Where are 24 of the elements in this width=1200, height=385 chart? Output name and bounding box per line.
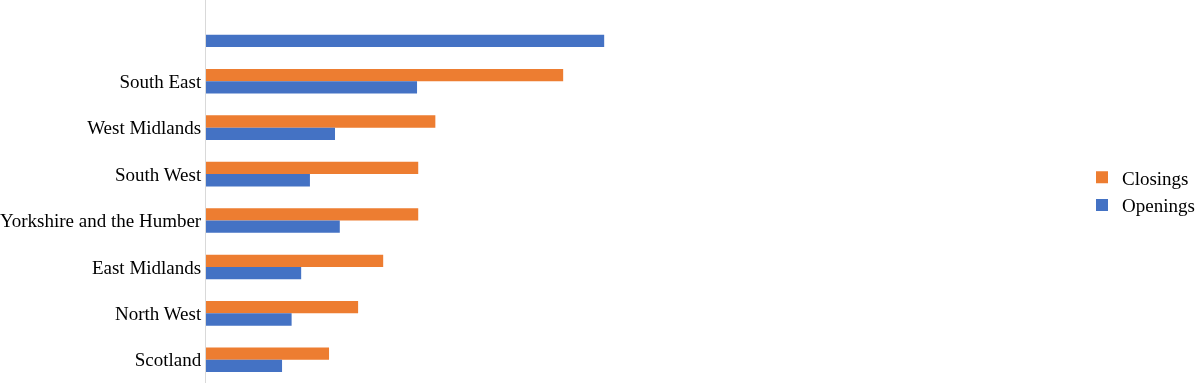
y-tick-label: South West [114,163,202,185]
bar [206,266,302,280]
y-tick-label: West Midlands [87,117,202,139]
bar [206,68,564,82]
y-tick-label: East Midlands [91,256,202,278]
bar [206,174,310,187]
legend-label: Closings [1122,167,1189,189]
bar [206,220,340,233]
bar [206,127,336,140]
bar [206,208,419,221]
bar [206,81,418,94]
y-tick-label: South East [119,70,202,92]
y-tick-label: Yorkshire and the Humber [0,210,202,232]
bar [206,34,605,48]
bar [206,115,436,128]
bar [206,313,292,326]
y-tick-label: Scotland [134,349,202,371]
y-tick-label: North West [114,303,202,325]
bar [206,359,283,373]
bar [206,161,419,175]
bar [206,301,359,314]
legend-label: Openings [1122,195,1195,217]
bar [206,254,384,267]
bar [206,347,330,360]
